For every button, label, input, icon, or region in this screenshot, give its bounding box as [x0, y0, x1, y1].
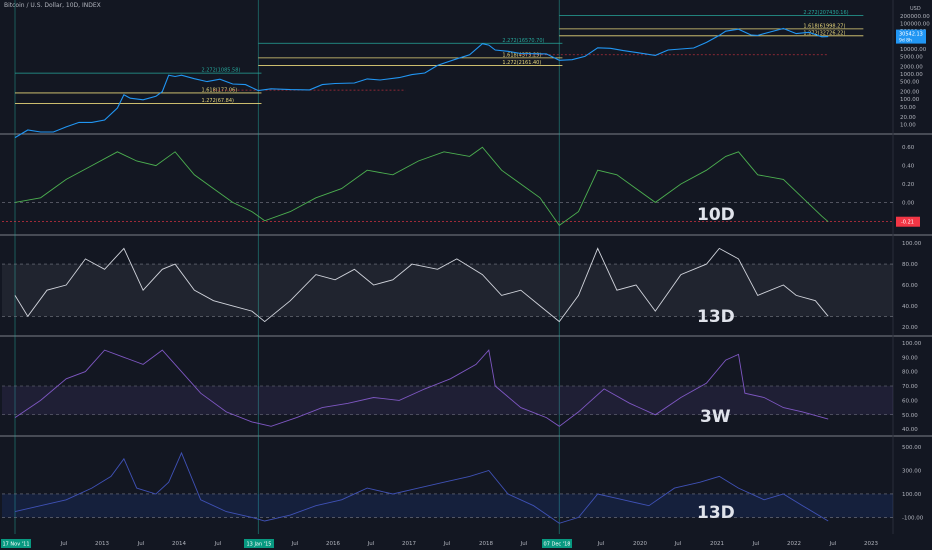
x-axis-tick: 2014	[172, 541, 186, 547]
price-y-tick: 100000.00	[900, 22, 930, 28]
x-axis-tick: 2017	[402, 541, 416, 547]
oscillator-y-tick: -100.00	[902, 515, 924, 521]
price-y-tick: 1000.00	[900, 72, 923, 78]
oscillator-y-tick: 100.00	[902, 492, 922, 498]
x-axis-tick: 2023	[864, 541, 878, 547]
oscillator-band	[2, 493, 893, 518]
price-y-tick: 10.00	[900, 122, 916, 128]
fib-level-label: 1.272(2161.40)	[502, 60, 541, 66]
fib-level-label: 2.272(16570.70)	[502, 38, 544, 44]
oscillator-y-tick: 300.00	[902, 469, 922, 475]
x-axis-tick: Jul	[597, 541, 605, 547]
oscillator-series-line	[14, 349, 829, 427]
x-axis-tick: 2020	[633, 541, 647, 547]
price-y-tick: 200.00	[900, 90, 920, 96]
date-badge-label: 17 Nov '11	[2, 542, 29, 548]
oscillator-series-line	[14, 247, 829, 323]
panel-label-text: 3W	[700, 407, 731, 427]
price-y-tick: 10000.00	[900, 47, 927, 53]
oscillator-series-line	[14, 451, 829, 524]
x-axis-tick: 2013	[95, 541, 109, 547]
date-badge-label: 07 Dec '18	[544, 542, 571, 548]
last-price-badge	[896, 29, 926, 44]
oscillator-y-tick: 0.20	[902, 182, 915, 188]
last-price-countdown: 9d 8h	[899, 38, 912, 44]
x-axis-tick: 2016	[326, 541, 340, 547]
x-axis-tick: Jul	[291, 541, 299, 547]
panel-label-text: 13D	[697, 503, 735, 523]
price-y-tick: 500.00	[900, 80, 920, 86]
price-y-tick: 2000.00	[900, 64, 923, 70]
oscillator-band	[2, 264, 893, 317]
x-axis-tick: Jul	[214, 541, 222, 547]
fib-level-label: 1.618(61998.27)	[803, 23, 845, 29]
x-axis-tick: Jul	[443, 541, 451, 547]
x-axis-tick: 2022	[787, 541, 801, 547]
oscillator-y-tick: 60.00	[902, 398, 918, 404]
oscillator-last-value: -0.21	[901, 220, 914, 226]
oscillator-y-tick: 90.00	[902, 355, 918, 361]
oscillator-y-tick: 20.00	[902, 325, 918, 331]
x-axis-tick: Jul	[752, 541, 760, 547]
oscillator-y-tick: 50.00	[902, 413, 918, 419]
oscillator-y-tick: 500.00	[902, 445, 922, 451]
fib-level-label: 2.272(1085.58)	[201, 68, 240, 74]
x-axis-tick: Jul	[60, 541, 68, 547]
date-badge	[1, 539, 31, 548]
oscillator-y-tick: 0.40	[902, 164, 915, 170]
currency-label: USD	[910, 6, 921, 12]
date-badge	[542, 539, 572, 548]
oscillator-band	[2, 386, 893, 415]
panel-label-text: 10D	[697, 205, 735, 225]
x-axis-tick: Jul	[520, 541, 528, 547]
fib-level-label: 1.272(67.84)	[201, 98, 234, 104]
oscillator-y-tick: 100.00	[902, 341, 922, 347]
date-badge-label: 13 Jan '15	[247, 542, 272, 548]
oscillator-y-tick: 40.00	[902, 304, 918, 310]
x-axis-tick: Jul	[137, 541, 145, 547]
oscillator-y-tick: 80.00	[902, 262, 918, 268]
x-axis-tick: Jul	[367, 541, 375, 547]
fib-level-label: 1.618(4373.29)	[502, 52, 541, 58]
oscillator-y-tick: 70.00	[902, 384, 918, 390]
oscillator-y-tick: 0.00	[902, 200, 915, 206]
chart-title: Bitcoin / U.S. Dollar, 10D, INDEX	[4, 2, 101, 9]
oscillator-series-line	[14, 146, 829, 227]
oscillator-y-tick: 0.60	[902, 145, 915, 151]
price-y-tick: 5000.00	[900, 54, 923, 60]
fib-level-label: 1.272(32726.22)	[803, 30, 845, 36]
price-series-line	[14, 27, 829, 139]
x-axis-tick: 2018	[479, 541, 493, 547]
oscillator-y-tick: 60.00	[902, 283, 918, 289]
fib-level-label: 2.272(207430.16)	[803, 10, 848, 16]
price-y-tick: 100.00	[900, 97, 920, 103]
oscillator-last-badge	[896, 216, 920, 227]
x-axis-tick: Jul	[674, 541, 682, 547]
x-axis-tick: 2021	[710, 541, 724, 547]
fib-level-label: 1.618(177.06)	[201, 87, 237, 93]
oscillator-y-tick: 80.00	[902, 370, 918, 376]
panel-label-text: 13D	[697, 307, 735, 327]
x-axis-tick: Jul	[829, 541, 837, 547]
price-y-tick: 50.00	[900, 105, 916, 111]
date-badge	[244, 539, 274, 548]
price-y-tick: 20.00	[900, 115, 916, 121]
last-price-value: 30542.13	[899, 32, 923, 38]
oscillator-y-tick: 100.00	[902, 241, 922, 247]
oscillator-y-tick: 40.00	[902, 427, 918, 433]
price-y-tick: 200000.00	[900, 14, 930, 20]
